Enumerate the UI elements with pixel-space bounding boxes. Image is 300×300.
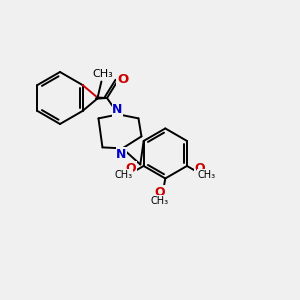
Text: CH₃: CH₃ bbox=[198, 170, 216, 180]
Text: O: O bbox=[194, 162, 205, 175]
Text: CH₃: CH₃ bbox=[115, 170, 133, 180]
Text: N: N bbox=[112, 103, 123, 116]
Text: CH₃: CH₃ bbox=[92, 68, 113, 79]
Text: O: O bbox=[125, 162, 136, 175]
Text: N: N bbox=[116, 148, 127, 161]
Text: O: O bbox=[154, 186, 165, 199]
Text: O: O bbox=[117, 73, 128, 85]
Text: CH₃: CH₃ bbox=[151, 196, 169, 206]
